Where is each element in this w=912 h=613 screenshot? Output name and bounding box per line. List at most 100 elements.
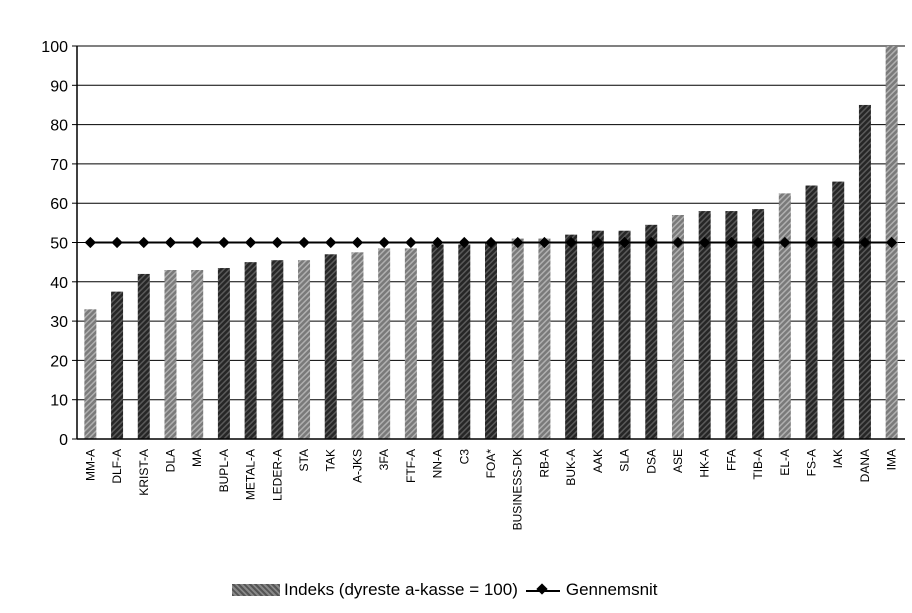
average-point [138, 236, 150, 249]
average-point [111, 236, 123, 249]
x-tick-label: NN-A [431, 449, 445, 478]
average-point [164, 236, 177, 249]
x-tick-label: ASE [671, 449, 685, 473]
bar [84, 309, 97, 439]
average-point [325, 236, 337, 249]
legend-bar-swatch [232, 584, 280, 596]
legend-line-label: Gennemsnit [565, 580, 658, 599]
average-line-series [84, 236, 898, 249]
bar [111, 291, 124, 439]
x-tick-label: DSA [644, 449, 658, 474]
x-tick-label: TIB-A [751, 449, 765, 480]
bar [404, 248, 417, 439]
average-point [832, 236, 844, 249]
average-point [699, 236, 711, 249]
y-tick-label: 100 [41, 39, 68, 56]
average-point [645, 236, 657, 249]
x-tick-label: C3 [457, 449, 471, 465]
average-point [752, 236, 764, 249]
average-point [805, 236, 818, 249]
average-point [512, 236, 524, 249]
legend-bar-label: Indeks (dyreste a-kasse = 100) [284, 580, 518, 599]
x-tick-label: BUSINESS-DK [511, 449, 525, 530]
bar [431, 244, 444, 439]
axes [76, 46, 905, 440]
bar [324, 254, 337, 439]
average-point [351, 236, 364, 249]
bar [645, 224, 658, 439]
x-tick-label: FS-A [805, 449, 819, 476]
average-point [725, 236, 738, 249]
x-tick-label: IAK [831, 449, 845, 468]
average-point [378, 236, 390, 249]
y-tick-label: 50 [50, 236, 68, 253]
bar [538, 238, 551, 439]
y-tick-label: 10 [50, 393, 68, 410]
bar [298, 260, 311, 439]
x-tick-label: STA [297, 449, 311, 471]
x-tick-label: AAK [591, 449, 605, 473]
average-point [244, 236, 257, 249]
bar [164, 270, 177, 439]
bar [271, 260, 284, 439]
x-tick-label: IMA [885, 449, 899, 470]
y-tick-label: 80 [50, 118, 68, 135]
bar [725, 211, 738, 439]
bar [565, 234, 578, 439]
legend: Indeks (dyreste a-kasse = 100) Gennemsni… [232, 580, 658, 600]
x-tick-label: DLA [163, 449, 177, 472]
bar [832, 181, 845, 439]
y-tick-label: 20 [50, 353, 68, 370]
bar [858, 104, 871, 439]
y-axis: 0 10 20 30 40 50 60 70 80 90 100 [41, 39, 77, 449]
average-point [672, 236, 684, 249]
bar [511, 238, 524, 439]
bar-series [84, 46, 898, 439]
x-tick-label: METAL-A [244, 449, 258, 500]
x-tick-label: FOA* [484, 449, 498, 479]
x-axis: MM-A DLF-A KRIST-A DLA MA BUPL-A METAL-A LEDER-… [83, 449, 898, 531]
bar [671, 214, 684, 439]
bar [698, 211, 711, 439]
bar [137, 273, 150, 439]
x-tick-label: 3FA [377, 449, 391, 470]
x-tick-label: DANA [858, 449, 872, 482]
x-tick-label: FTF-A [404, 449, 418, 483]
x-tick-label: BUPL-A [217, 449, 231, 492]
bar [458, 244, 471, 439]
average-point [191, 236, 203, 249]
x-tick-label: DLF-A [110, 449, 124, 484]
average-point [431, 236, 444, 249]
legend-line-marker-icon [525, 583, 560, 597]
y-tick-label: 30 [50, 314, 68, 331]
average-point [779, 236, 791, 249]
x-tick-label: BUK-A [564, 449, 578, 486]
bar [191, 270, 204, 439]
y-tick-label: 0 [59, 432, 68, 449]
average-point [271, 236, 283, 249]
average-point [84, 236, 97, 249]
x-tick-label: SLA [618, 449, 632, 472]
bar [244, 262, 257, 439]
x-tick-label: LEDER-A [270, 449, 284, 501]
average-point [592, 236, 604, 249]
bar [217, 268, 230, 439]
bar [618, 230, 631, 439]
x-tick-label: HK-A [698, 449, 712, 478]
average-point [458, 236, 470, 249]
average-point [298, 236, 310, 249]
average-point [405, 236, 417, 249]
average-point [218, 236, 230, 249]
y-tick-label: 60 [50, 196, 68, 213]
y-tick-label: 90 [50, 78, 68, 95]
x-tick-label: MM-A [83, 449, 97, 481]
bar [752, 209, 765, 439]
bar [805, 185, 818, 439]
y-tick-label: 70 [50, 157, 68, 174]
x-tick-label: EL-A [778, 449, 792, 476]
x-tick-label: TAK [324, 449, 338, 471]
average-point [618, 236, 631, 249]
x-tick-label: FFA [724, 449, 738, 471]
x-tick-label: KRIST-A [137, 449, 151, 496]
